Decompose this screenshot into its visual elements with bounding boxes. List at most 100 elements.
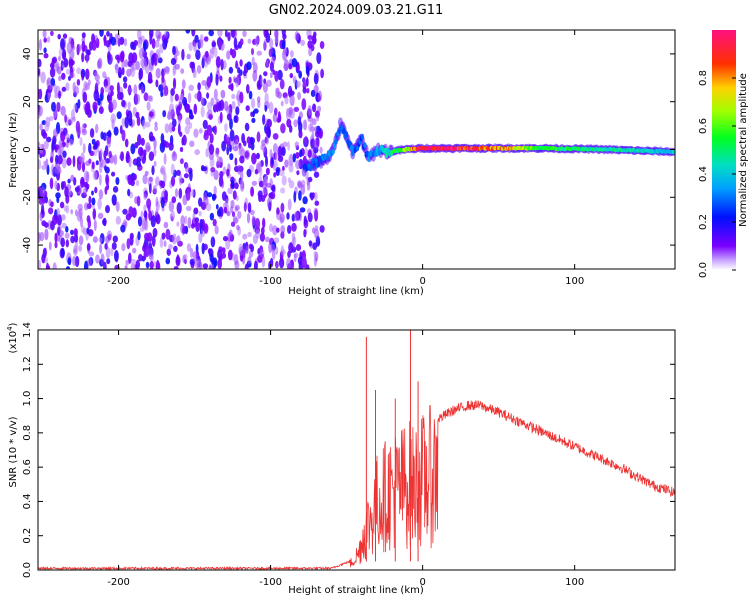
noise-speck	[144, 232, 150, 241]
noise-speck	[163, 153, 167, 165]
x-tick-label: -100	[259, 577, 282, 588]
noise-speck	[70, 174, 75, 182]
noise-speck	[114, 250, 119, 262]
noise-speck	[136, 161, 142, 168]
noise-speck	[159, 237, 164, 248]
noise-speck	[314, 191, 318, 202]
noise-speck	[195, 243, 199, 254]
noise-speck	[137, 231, 141, 241]
noise-speck	[58, 75, 62, 82]
noise-speck	[189, 109, 193, 115]
noise-speck	[298, 190, 302, 201]
noise-speck	[275, 246, 279, 255]
noise-speck	[313, 31, 317, 38]
noise-speck	[106, 131, 112, 137]
noise-speck	[234, 204, 240, 211]
noise-speck	[236, 224, 240, 231]
y-tick-label: 0.8	[22, 425, 33, 441]
noise-speck	[313, 250, 317, 258]
ridge-core	[334, 138, 338, 145]
noise-speck	[75, 120, 81, 133]
noise-speck	[143, 210, 148, 219]
noise-speck	[207, 101, 213, 112]
noise-speck	[61, 222, 67, 229]
noise-speck	[143, 204, 147, 213]
noise-speck	[92, 101, 98, 112]
noise-speck	[244, 149, 250, 160]
noise-speck	[106, 30, 110, 37]
noise-speck	[38, 231, 41, 243]
noise-speck	[284, 96, 289, 105]
noise-speck	[198, 210, 202, 217]
noise-speck	[48, 207, 54, 215]
noise-speck	[223, 206, 228, 214]
noise-speck	[56, 207, 60, 217]
ridge-core	[345, 131, 349, 138]
noise-speck	[145, 121, 151, 128]
noise-speck	[99, 156, 104, 168]
noise-speck	[56, 196, 60, 204]
noise-speck	[69, 58, 74, 66]
noise-speck	[254, 168, 259, 175]
noise-speck	[251, 152, 257, 165]
noise-speck	[248, 243, 253, 250]
noise-speck	[146, 101, 151, 111]
noise-speck	[91, 161, 95, 170]
noise-speck	[124, 264, 128, 269]
noise-speck	[294, 31, 300, 41]
noise-speck	[170, 163, 175, 176]
noise-speck	[311, 118, 317, 126]
noise-speck	[185, 205, 192, 212]
noise-speck	[65, 82, 70, 91]
noise-speck	[210, 236, 216, 248]
noise-speck	[250, 142, 255, 151]
noise-speck	[226, 113, 232, 121]
noise-speck	[124, 138, 129, 148]
noise-speck	[70, 117, 74, 125]
noise-speck	[134, 93, 140, 105]
noise-speck	[219, 75, 223, 82]
noise-speck	[103, 150, 107, 161]
noise-speck	[315, 131, 320, 138]
noise-speck	[297, 181, 303, 189]
y-tick-label: -40	[22, 237, 33, 253]
noise-speck	[299, 207, 306, 213]
noise-speck	[280, 202, 285, 213]
noise-speck	[43, 140, 49, 150]
noise-speck	[298, 130, 303, 139]
noise-speck	[226, 211, 231, 217]
noise-speck	[42, 30, 47, 38]
noise-speck	[268, 101, 274, 114]
noise-speck	[92, 208, 97, 220]
noise-speck	[272, 133, 279, 140]
noise-speck	[162, 110, 167, 118]
noise-speck	[59, 201, 65, 209]
noise-speck	[291, 58, 298, 68]
noise-speck	[71, 109, 75, 120]
noise-speck	[172, 65, 176, 77]
noise-speck	[145, 261, 150, 269]
noise-speck	[67, 178, 71, 184]
noise-speck	[62, 150, 67, 158]
noise-speck	[262, 82, 268, 93]
noise-speck	[264, 104, 268, 112]
noise-speck	[190, 189, 195, 197]
noise-speck	[219, 111, 223, 124]
noise-speck	[142, 149, 147, 157]
noise-speck	[312, 37, 317, 44]
noise-speck	[227, 187, 233, 195]
y-tick-label: 1.0	[22, 391, 33, 407]
noise-speck	[98, 106, 104, 114]
noise-speck	[300, 39, 305, 46]
noise-speck	[54, 165, 60, 175]
noise-speck	[175, 255, 181, 267]
noise-speck	[86, 183, 90, 190]
noise-speck	[233, 37, 238, 49]
noise-speck	[73, 244, 78, 257]
noise-speck	[38, 260, 41, 269]
noise-speck	[234, 157, 238, 166]
noise-speck	[189, 140, 195, 148]
noise-speck	[153, 138, 157, 150]
noise-speck	[241, 133, 246, 144]
noise-speck	[147, 71, 153, 84]
